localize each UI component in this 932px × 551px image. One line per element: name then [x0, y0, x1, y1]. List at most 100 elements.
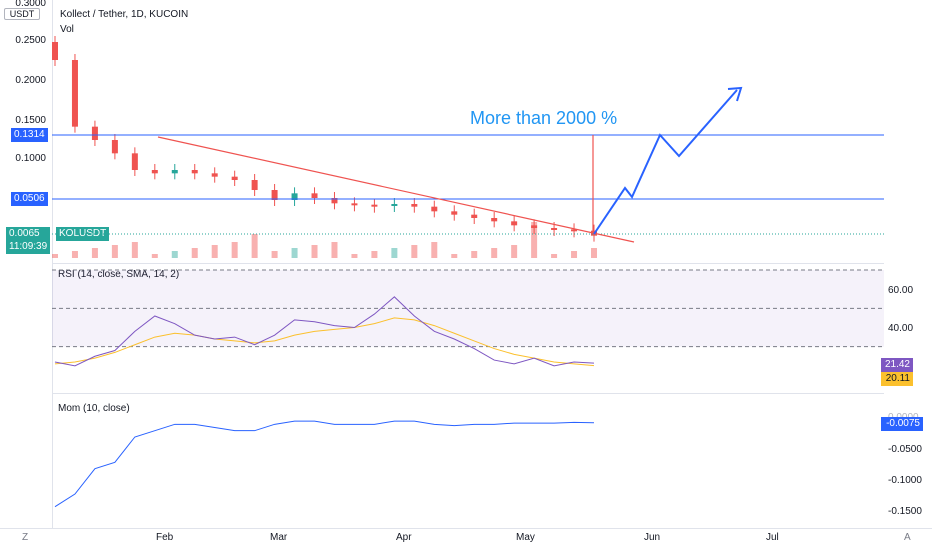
- mom-legend[interactable]: Mom (10, close): [58, 403, 130, 414]
- price-tick: 0.2000: [15, 75, 46, 86]
- price-axis[interactable]: 0.3000 USDT 0.2500 0.2000 0.1500 0.1000: [0, 0, 53, 528]
- volume-bar: [271, 251, 278, 258]
- projection-path: [593, 89, 738, 235]
- volume-bar: [311, 245, 318, 258]
- candle-body: [391, 204, 398, 206]
- candle-body: [431, 206, 438, 212]
- mom-tick: -0.1000: [888, 475, 922, 486]
- candle-body: [551, 228, 558, 230]
- mom-line: [54, 420, 595, 508]
- volume-bar: [191, 248, 198, 258]
- volume-bar: [251, 234, 258, 258]
- volume-bar: [151, 254, 158, 258]
- volume-bar: [111, 245, 118, 258]
- rsi-line: [54, 296, 595, 367]
- volume-bar: [471, 251, 478, 258]
- candle-body: [471, 214, 478, 218]
- pane-divider[interactable]: [52, 393, 884, 394]
- rsi-legend[interactable]: RSI (14, close, SMA, 14, 2): [58, 269, 180, 280]
- time-tick: Apr: [396, 532, 412, 543]
- volume-bar: [131, 242, 138, 258]
- price-tick: 0.1500: [15, 115, 46, 126]
- chart-title[interactable]: Kollect / Tether, 1D, KUCOIN: [60, 9, 189, 20]
- rsi-tick: 60.00: [888, 285, 914, 296]
- price-tick: 0.1000: [15, 153, 46, 164]
- volume-bar: [171, 251, 178, 258]
- candle-body: [571, 229, 578, 232]
- candle-body: [211, 173, 218, 177]
- candle-body: [191, 170, 198, 174]
- annotation-text[interactable]: More than 2000 %: [470, 108, 618, 128]
- mom-tick: -0.0500: [888, 444, 922, 455]
- candle-body: [251, 180, 258, 190]
- candlesticks: [52, 36, 597, 242]
- candle-body: [331, 198, 338, 204]
- volume-legend[interactable]: Vol: [60, 24, 74, 35]
- candle-body: [371, 204, 378, 207]
- candle-body: [491, 218, 498, 222]
- rsi-sma-line: [54, 317, 595, 367]
- chart-canvas[interactable]: [0, 0, 932, 528]
- volume-bar: [371, 251, 378, 258]
- volume-bar: [571, 251, 578, 258]
- mom-pane: [54, 420, 595, 508]
- volume-bar: [351, 254, 358, 258]
- volume-bar: [431, 242, 438, 258]
- volume-bars: [52, 222, 597, 258]
- time-tick: Mar: [270, 532, 288, 543]
- volume-bar: [52, 254, 58, 258]
- pane-divider[interactable]: [52, 263, 884, 264]
- time-tick: Feb: [156, 532, 174, 543]
- timezone-icon[interactable]: Z: [22, 532, 29, 543]
- trendline: [157, 136, 635, 243]
- auto-scale-icon[interactable]: A: [904, 532, 911, 543]
- indicator-axis[interactable]: [884, 0, 932, 528]
- sma-value-tag: 20.11: [881, 372, 913, 386]
- candle-body: [531, 225, 538, 228]
- time-tick: May: [516, 532, 535, 543]
- level-tag-lower: 0.0506: [11, 192, 48, 206]
- candle-body: [131, 153, 138, 170]
- mom-value-tag: -0.0075: [881, 417, 923, 431]
- rsi-value-tag: 21.42: [881, 358, 913, 372]
- volume-bar: [331, 242, 338, 258]
- volume-bar: [531, 222, 538, 258]
- volume-bar: [511, 245, 518, 258]
- candle-body: [271, 190, 278, 200]
- volume-bar: [211, 245, 218, 258]
- rsi-tick: 40.00: [888, 323, 914, 334]
- projection-arrowhead: [727, 86, 743, 102]
- time-tick: Jul: [766, 532, 779, 543]
- candle-body: [171, 170, 178, 174]
- candle-body: [291, 193, 298, 200]
- candle-body: [351, 203, 358, 206]
- price-tick: 0.3000: [15, 0, 46, 9]
- candle-body: [411, 204, 418, 207]
- candle-body: [71, 60, 78, 127]
- volume-bar: [231, 242, 238, 258]
- volume-bar: [411, 245, 418, 258]
- last-price-tag: 0.0065: [6, 227, 50, 241]
- volume-bar: [71, 251, 78, 258]
- candle-body: [52, 42, 58, 60]
- volume-bar: [551, 254, 558, 258]
- volume-bar: [491, 248, 498, 258]
- candle-body: [511, 221, 518, 226]
- rsi-pane: [52, 269, 884, 367]
- candle-body: [111, 140, 118, 154]
- countdown-tag: 11:09:39: [6, 240, 50, 254]
- candle-body: [151, 170, 158, 174]
- price-tick: 0.2500: [15, 35, 46, 46]
- time-axis[interactable]: [0, 528, 932, 551]
- volume-bar: [291, 248, 298, 258]
- candle-body: [451, 211, 458, 215]
- time-tick: Jun: [644, 532, 661, 543]
- drawings: [52, 86, 884, 243]
- mom-tick: -0.1500: [888, 506, 922, 517]
- candle-body: [311, 193, 318, 198]
- candle-body: [91, 126, 98, 140]
- currency-label: USDT: [4, 8, 40, 20]
- level-tag-upper: 0.1314: [11, 128, 48, 142]
- volume-bar: [451, 254, 458, 258]
- volume-bar: [91, 248, 98, 258]
